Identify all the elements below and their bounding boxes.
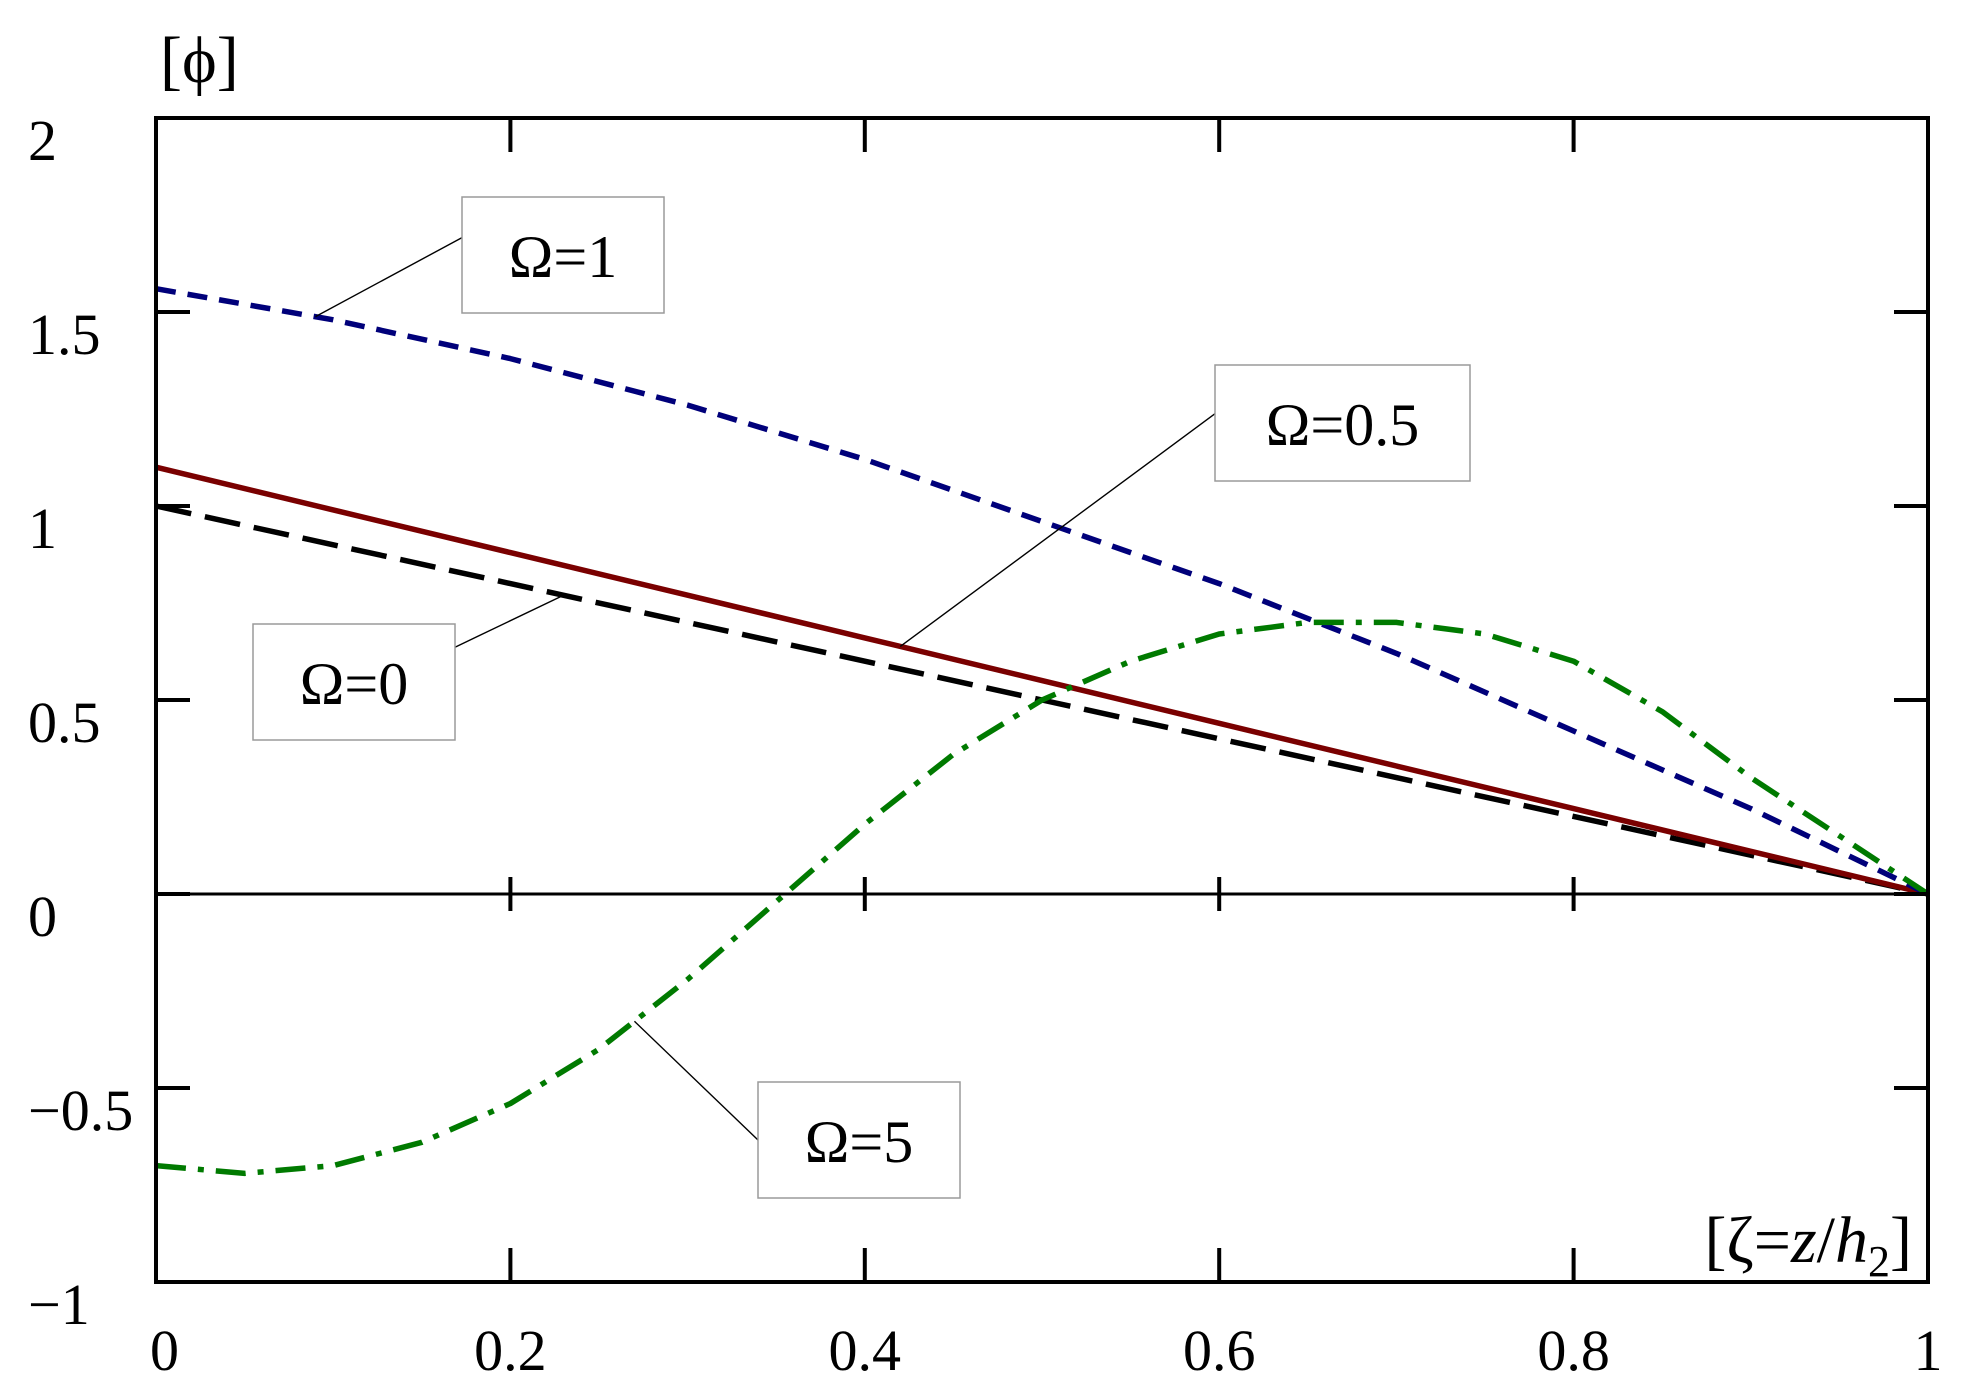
- y-tick-label: 1: [28, 496, 57, 561]
- x-tick-label: 0.4: [829, 1318, 902, 1383]
- x-tick-label: 0.8: [1537, 1318, 1610, 1383]
- x-axis-label-suffix: ]: [1890, 1204, 1912, 1277]
- series-line-2: [155, 285, 1930, 897]
- x-axis-label-subscript: 2: [1868, 1237, 1890, 1286]
- x-tick-label: 0: [150, 1318, 179, 1383]
- annotation-leader: [315, 236, 463, 318]
- x-tick-label: 0.6: [1183, 1318, 1256, 1383]
- series-line-3: [155, 619, 1930, 1177]
- y-tick-label: 2: [28, 108, 57, 173]
- y-tick-label: 1.5: [28, 302, 101, 367]
- annotation-label: Ω=0: [300, 651, 408, 717]
- y-tick-label: 0: [28, 884, 57, 949]
- x-axis-label-h: h: [1835, 1204, 1868, 1277]
- y-tick-label: −1: [28, 1272, 90, 1337]
- annotation-leader: [899, 413, 1216, 648]
- x-tick-label: 1: [1914, 1318, 1943, 1383]
- annotation-box: [461, 196, 665, 314]
- annotation-box: [252, 623, 456, 741]
- annotation-box: [1214, 364, 1471, 482]
- annotation-label: Ω=1: [509, 224, 617, 290]
- series-layer: [155, 285, 1930, 1177]
- series-line-1: [155, 464, 1929, 897]
- annotation-label: Ω=5: [805, 1109, 913, 1175]
- x-axis-label-slash: /: [1817, 1204, 1836, 1277]
- annotation-box: [757, 1081, 961, 1199]
- plot-frame: [154, 116, 1930, 1284]
- annotations-layer: Ω=1 Ω=0.5 Ω=0 Ω=5: [252, 196, 1471, 1199]
- annotation-leader: [454, 594, 564, 648]
- y-tick-label: −0.5: [28, 1078, 133, 1143]
- y-axis-label: [ϕ]: [160, 24, 239, 97]
- x-axis-label: [ζ=z/h2]: [1704, 1204, 1912, 1286]
- annotation-label: Ω=0.5: [1266, 392, 1419, 458]
- y-tick-label: 0.5: [28, 690, 101, 755]
- x-axis-label-z: z: [1790, 1204, 1817, 1277]
- x-axis-label-prefix: [ζ=: [1704, 1204, 1791, 1277]
- x-tick-label: 0.2: [474, 1318, 547, 1383]
- ticks-layer: 0 0.2 0.4 0.6 0.8 1 −1 −0.5 0 0.5 1 1.5 2: [28, 108, 1943, 1383]
- annotation-leader: [633, 1020, 759, 1141]
